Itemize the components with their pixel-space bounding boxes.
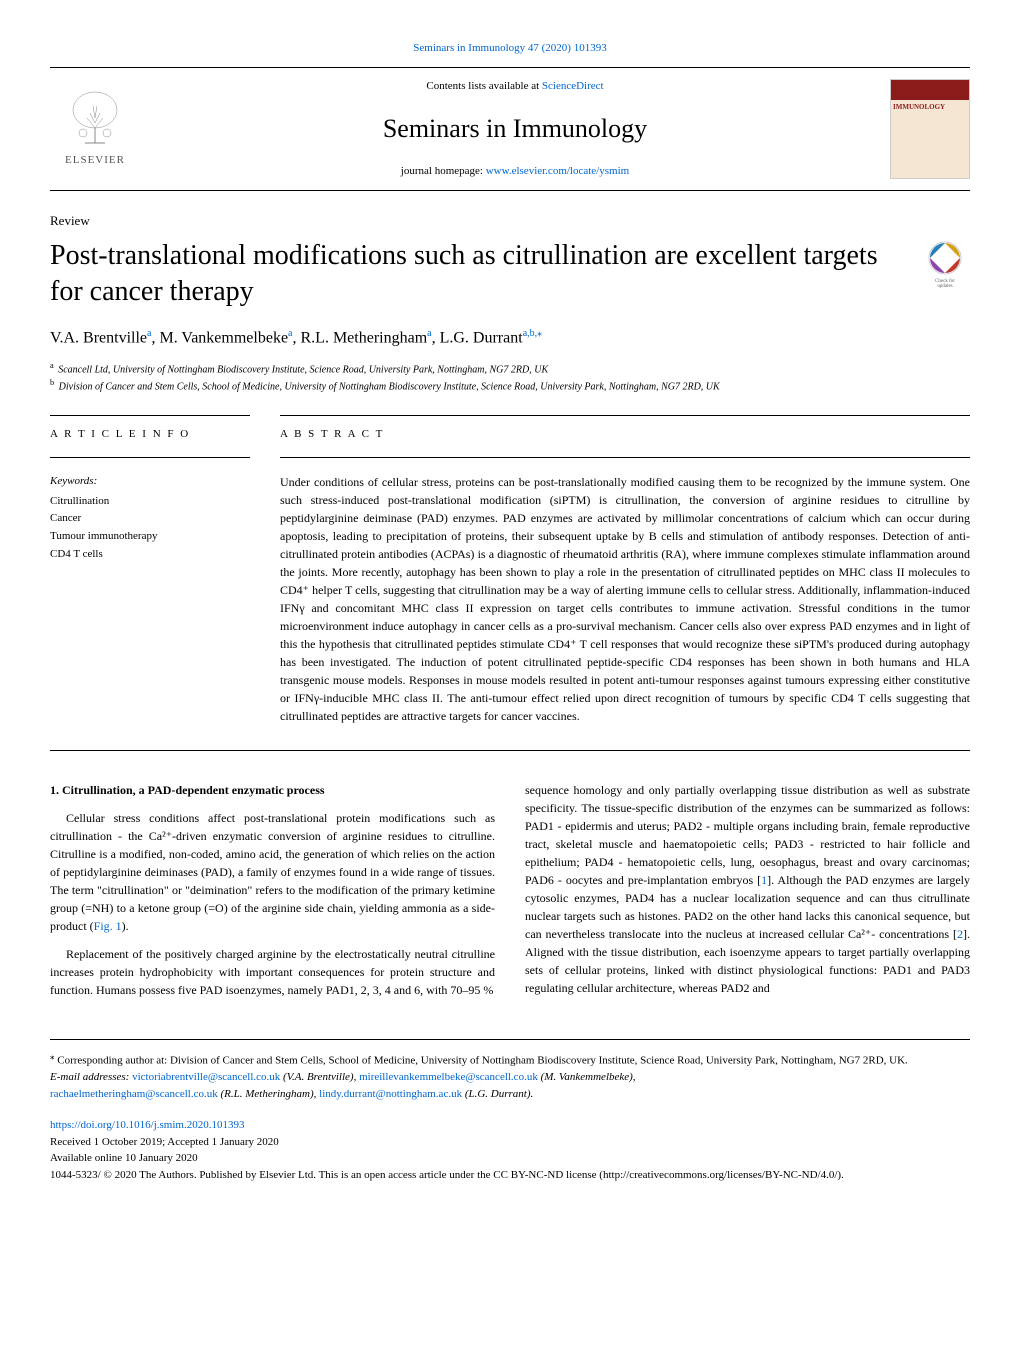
author-2-sup[interactable]: a (288, 328, 292, 339)
doi-link[interactable]: https://doi.org/10.1016/j.smim.2020.1013… (50, 1119, 244, 1131)
title-row: Post-translational modifications such as… (50, 238, 970, 311)
affiliations: a Scancell Ltd, University of Nottingham… (50, 360, 970, 395)
received-date: Received 1 October 2019; Accepted 1 Janu… (50, 1134, 970, 1151)
affiliation-b-text: Division of Cancer and Stem Cells, Schoo… (59, 382, 720, 393)
email-1[interactable]: victoriabrentville@scancell.co.uk (132, 1071, 280, 1083)
corresponding-text: Corresponding author at: Division of Can… (55, 1055, 908, 1067)
author-1-sup[interactable]: a (147, 328, 151, 339)
journal-header-box: ELSEVIER Contents lists available at Sci… (50, 67, 970, 191)
fig-1-link[interactable]: Fig. 1 (94, 919, 122, 933)
contents-line: Contents lists available at ScienceDirec… (140, 78, 890, 95)
journal-name: Seminars in Immunology (140, 109, 890, 148)
abstract-heading: A B S T R A C T (280, 426, 970, 443)
email-4-name: (L.G. Durrant). (462, 1088, 533, 1100)
abstract-column: A B S T R A C T Under conditions of cell… (280, 415, 970, 726)
email-label: E-mail addresses: (50, 1071, 132, 1083)
body-columns: 1. Citrullination, a PAD-dependent enzym… (50, 781, 970, 1009)
elsevier-text: ELSEVIER (65, 152, 125, 169)
article-type-label: Review (50, 211, 970, 231)
para-1-end: ). (122, 919, 129, 933)
author-4-sup[interactable]: a,b, (523, 328, 537, 339)
email-4[interactable]: lindy.durrant@nottingham.ac.uk (319, 1088, 462, 1100)
email-2-name: (M. Vankemmelbeke), (538, 1071, 636, 1083)
article-info-heading: A R T I C L E I N F O (50, 426, 250, 443)
para-3: sequence homology and only partially ove… (525, 781, 970, 997)
abstract-text: Under conditions of cellular stress, pro… (280, 473, 970, 725)
para-1: Cellular stress conditions affect post-t… (50, 809, 495, 935)
para-1-text: Cellular stress conditions affect post-t… (50, 811, 495, 933)
email-addresses-2: rachaelmetheringham@scancell.co.uk (R.L.… (50, 1086, 970, 1103)
keyword-2: Cancer (50, 510, 250, 528)
homepage-line: journal homepage: www.elsevier.com/locat… (140, 163, 890, 180)
email-3[interactable]: rachaelmetheringham@scancell.co.uk (50, 1088, 218, 1100)
author-3: R.L. Metheringham (301, 329, 428, 346)
keyword-4: CD4 T cells (50, 546, 250, 564)
elsevier-logo: ELSEVIER (50, 79, 140, 179)
journal-issue-link[interactable]: Seminars in Immunology 47 (2020) 101393 (413, 42, 606, 54)
author-3-sup[interactable]: a (427, 328, 431, 339)
affiliation-a: a Scancell Ltd, University of Nottingham… (50, 360, 970, 377)
corresponding-author: ⁎ Corresponding author at: Division of C… (50, 1050, 970, 1069)
author-4: L.G. Durrant (440, 329, 523, 346)
keyword-1: Citrullination (50, 493, 250, 511)
author-2: M. Vankemmelbeke (159, 329, 288, 346)
body-column-right: sequence homology and only partially ove… (525, 781, 970, 1009)
email-1-name: (V.A. Brentville), (280, 1071, 359, 1083)
check-updates-icon[interactable]: Check for updates (920, 238, 970, 288)
journal-cover-thumbnail: IMMUNOLOGY (890, 79, 970, 179)
info-divider (50, 457, 250, 458)
doi-section: https://doi.org/10.1016/j.smim.2020.1013… (50, 1117, 970, 1183)
section-1-heading: 1. Citrullination, a PAD-dependent enzym… (50, 781, 495, 799)
journal-issue-header: Seminars in Immunology 47 (2020) 101393 (50, 40, 970, 57)
email-3-name: (R.L. Metheringham), (218, 1088, 319, 1100)
footer-divider (50, 1039, 970, 1040)
cover-title: IMMUNOLOGY (891, 100, 969, 115)
sciencedirect-link[interactable]: ScienceDirect (542, 80, 604, 92)
info-abstract-row: A R T I C L E I N F O Keywords: Citrulli… (50, 415, 970, 726)
affiliation-a-sup: a (50, 361, 54, 370)
authors-line: V.A. Brentvillea, M. Vankemmelbekea, R.L… (50, 326, 970, 350)
abstract-divider (280, 457, 970, 458)
body-column-left: 1. Citrullination, a PAD-dependent enzym… (50, 781, 495, 1009)
contents-prefix: Contents lists available at (426, 80, 541, 92)
keyword-3: Tumour immunotherapy (50, 528, 250, 546)
svg-text:updates: updates (937, 284, 952, 288)
para-2: Replacement of the positively charged ar… (50, 945, 495, 999)
email-addresses: E-mail addresses: victoriabrentville@sca… (50, 1069, 970, 1086)
author-4-star[interactable]: ⁎ (537, 328, 542, 339)
homepage-link[interactable]: www.elsevier.com/locate/ysmim (486, 165, 629, 177)
article-title: Post-translational modifications such as… (50, 238, 900, 311)
available-date: Available online 10 January 2020 (50, 1150, 970, 1167)
article-info-column: A R T I C L E I N F O Keywords: Citrulli… (50, 415, 250, 726)
cover-banner (891, 80, 969, 100)
email-2[interactable]: mireillevankemmelbeke@scancell.co.uk (359, 1071, 538, 1083)
body-divider (50, 750, 970, 751)
affiliation-b: b Division of Cancer and Stem Cells, Sch… (50, 377, 970, 394)
elsevier-tree-icon (65, 88, 125, 148)
keywords-label: Keywords: (50, 473, 250, 490)
author-1: V.A. Brentville (50, 329, 147, 346)
para-3-start: sequence homology and only partially ove… (525, 783, 970, 887)
homepage-prefix: journal homepage: (401, 165, 486, 177)
affiliation-a-text: Scancell Ltd, University of Nottingham B… (58, 364, 548, 375)
copyright-text: 1044-5323/ © 2020 The Authors. Published… (50, 1167, 970, 1184)
affiliation-b-sup: b (50, 378, 54, 387)
header-center: Contents lists available at ScienceDirec… (140, 78, 890, 180)
